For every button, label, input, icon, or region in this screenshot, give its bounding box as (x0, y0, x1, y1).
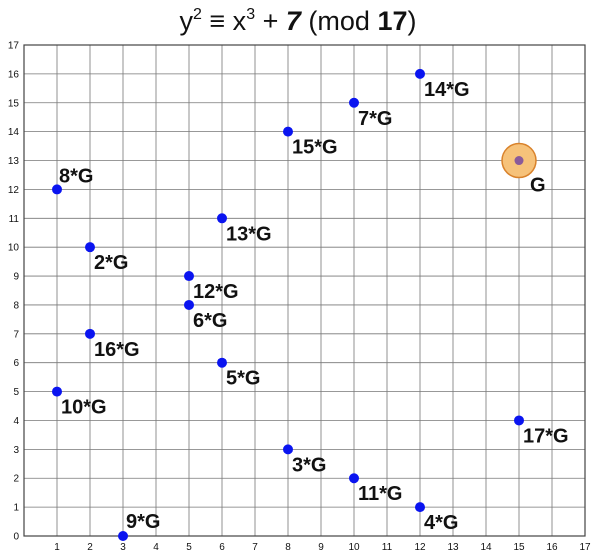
plot-border (23, 44, 586, 537)
title-y-exponent: 2 (193, 6, 202, 23)
point-label-6-G: 6*G (193, 310, 227, 332)
x-tick-label: 10 (348, 542, 360, 553)
x-tick-label: 17 (579, 542, 591, 553)
point-4-G (415, 502, 425, 513)
point-17-G (514, 415, 524, 426)
x-tick-label: 15 (513, 542, 525, 553)
point-15-G (283, 126, 293, 137)
y-tick-label: 2 (13, 474, 19, 485)
point-label-17-G: 17*G (523, 425, 569, 447)
title-modulus: 17 (377, 6, 408, 36)
y-tick-label: 12 (8, 185, 20, 196)
chart-title: y2 ≡ x3 + 7 (mod 17) (0, 2, 596, 40)
point-label-9-G: 9*G (126, 511, 160, 533)
point-label-13-G: 13*G (226, 223, 272, 245)
x-tick-label: 11 (382, 542, 393, 553)
title-mod-open: (mod (300, 6, 378, 36)
point-generator (514, 156, 524, 166)
y-tick-label: 14 (8, 127, 20, 138)
point-8-G (52, 184, 62, 195)
point-label-11-G: 11*G (358, 483, 402, 505)
x-tick-label: 8 (285, 542, 291, 553)
point-label-14-G: 14*G (424, 79, 470, 101)
point-label-4-G: 4*G (424, 512, 458, 534)
x-tick-label: 9 (318, 542, 324, 553)
y-tick-label: 13 (8, 156, 20, 167)
point-10-G (52, 386, 62, 397)
point-label-10-G: 10*G (61, 397, 107, 419)
point-11-G (349, 473, 359, 484)
y-tick-label: 11 (9, 214, 20, 225)
title-equiv-x: ≡ x (201, 6, 247, 36)
point-label-7-G: 7*G (358, 108, 392, 130)
y-tick-label: 3 (13, 445, 19, 456)
point-13-G (217, 213, 227, 224)
title-x-exponent: 3 (246, 6, 256, 23)
point-label-5-G: 5*G (226, 368, 260, 390)
point-label-3-G: 3*G (292, 454, 326, 476)
x-tick-label: 14 (480, 542, 492, 553)
x-tick-label: 2 (87, 542, 93, 553)
y-tick-label: 4 (13, 416, 19, 427)
point-16-G (85, 328, 95, 339)
title-mod-close: ) (407, 6, 417, 36)
title-plus: + (255, 6, 286, 36)
x-tick-label: 1 (54, 542, 60, 553)
x-tick-label: 3 (120, 542, 126, 553)
y-tick-label: 8 (13, 300, 19, 311)
point-labels: G 2*G 3*G 4*G 5*G 6*G 7*G 8*G 9*G 10*G 11*G 12*G 13*… (59, 79, 569, 534)
point-label-G: G (530, 175, 546, 197)
point-5-G (217, 357, 227, 368)
y-tick-label: 17 (8, 41, 20, 52)
x-tick-label: 5 (186, 542, 192, 553)
x-tick-label: 12 (414, 542, 426, 553)
y-tick-label: 6 (13, 358, 19, 369)
point-9-G (118, 531, 128, 541)
point-12-G (184, 271, 194, 282)
point-label-15-G: 15*G (292, 137, 338, 159)
y-tick-label: 15 (8, 98, 20, 109)
plot-frame (23, 44, 586, 537)
point-label-16-G: 16*G (94, 339, 140, 361)
y-tick-label: 10 (8, 243, 20, 254)
point-6-G (184, 299, 194, 310)
x-tick-label: 4 (153, 542, 159, 553)
y-tick-label: 7 (13, 329, 19, 340)
y-tick-label: 1 (13, 503, 19, 514)
y-tick-label: 5 (13, 387, 19, 398)
point-14-G (415, 68, 425, 79)
y-tick-label: 9 (13, 272, 19, 283)
x-tick-label: 7 (252, 542, 258, 553)
title-y: y (179, 6, 194, 36)
data-points (52, 68, 537, 541)
y-tick-label: 0 (13, 532, 19, 543)
title-constant: 7 (285, 6, 301, 36)
point-7-G (349, 97, 359, 108)
point-3-G (283, 444, 293, 455)
tick-labels: 1 2 3 4 5 6 7 8 9 10 11 12 13 14 15 16 17012345678910111… (8, 41, 591, 554)
x-tick-label: 13 (447, 542, 459, 553)
point-label-12-G: 12*G (193, 281, 239, 303)
y-tick-label: 16 (8, 69, 20, 80)
point-2-G (85, 242, 95, 253)
x-tick-label: 16 (546, 542, 558, 553)
point-label-8-G: 8*G (59, 165, 93, 187)
x-tick-label: 6 (219, 542, 225, 553)
point-label-2-G: 2*G (94, 252, 128, 274)
